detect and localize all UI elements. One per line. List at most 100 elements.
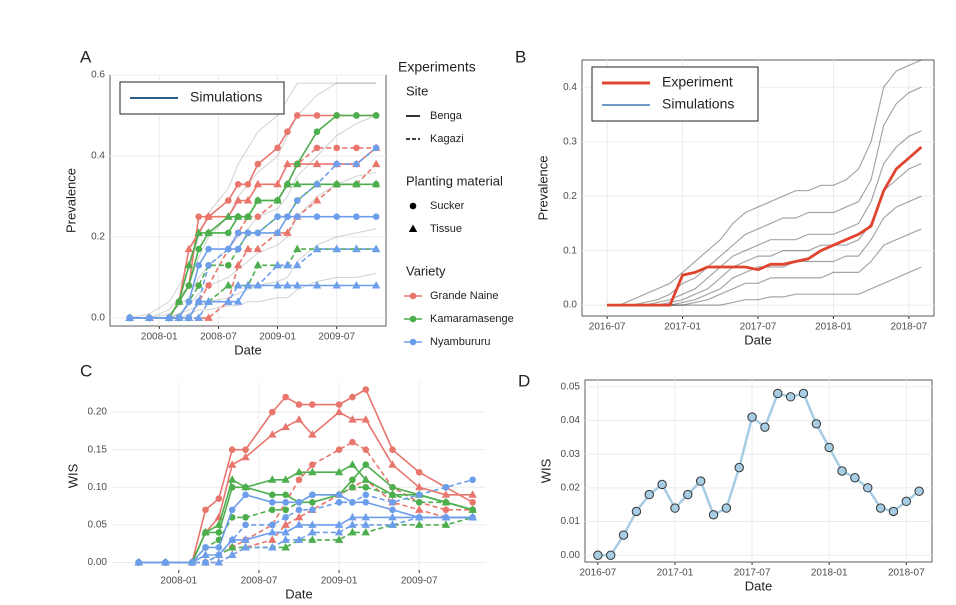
data-point <box>371 159 381 168</box>
data-point <box>215 544 223 551</box>
data-point <box>268 506 276 514</box>
data-point <box>243 244 253 253</box>
data-point <box>389 506 396 514</box>
data-point <box>335 401 343 408</box>
data-point <box>914 486 924 496</box>
data-point <box>773 388 783 399</box>
simulation-line <box>607 130 922 306</box>
data-point <box>294 467 304 476</box>
panel-letter: C <box>80 361 92 380</box>
data-point <box>242 446 249 453</box>
data-point <box>253 260 263 269</box>
legend-label: Nyambururu <box>430 336 491 348</box>
data-point <box>268 527 277 536</box>
data-point <box>195 261 203 269</box>
data-point <box>349 483 356 491</box>
data-point <box>312 244 322 253</box>
panel-letter: B <box>515 47 526 66</box>
data-point <box>241 482 250 491</box>
data-point <box>798 388 809 399</box>
data-point <box>721 503 732 513</box>
data-point <box>348 415 357 423</box>
data-point <box>282 514 289 521</box>
x-tick-label: 2009-01 <box>259 332 296 343</box>
data-point <box>244 229 252 237</box>
x-tick-label: 2017-07 <box>734 568 771 579</box>
series-line <box>138 493 473 564</box>
data-point <box>353 213 360 220</box>
data-point <box>201 557 210 566</box>
data-point <box>283 281 292 289</box>
data-point <box>372 112 380 119</box>
data-point <box>415 482 424 491</box>
y-tick-label: 0.05 <box>88 520 108 531</box>
data-point <box>293 179 302 188</box>
data-point <box>268 542 277 551</box>
data-point <box>349 438 356 446</box>
data-point <box>253 244 263 253</box>
data-point <box>283 179 292 188</box>
data-point <box>348 527 357 536</box>
y-tick-label: 0.00 <box>88 557 108 568</box>
legend-swatch <box>409 338 417 346</box>
legend-label: Kamaramasenge <box>430 313 514 325</box>
data-point <box>243 196 253 204</box>
data-point <box>293 281 302 289</box>
data-point <box>241 452 250 461</box>
data-point <box>332 244 341 253</box>
data-point <box>284 128 291 135</box>
data-point <box>254 160 262 168</box>
data-point <box>468 490 477 498</box>
x-tick-label: 2008-01 <box>160 576 197 587</box>
simulation-line <box>129 82 377 319</box>
x-tick-label: 2008-07 <box>200 332 237 343</box>
data-point <box>442 483 450 491</box>
data-point <box>215 551 223 559</box>
data-point <box>187 557 197 566</box>
data-point <box>224 261 232 269</box>
data-point <box>224 229 232 237</box>
data-point <box>312 281 322 289</box>
data-point <box>273 179 282 188</box>
data-point <box>348 520 357 528</box>
data-point <box>205 261 212 269</box>
data-point <box>362 386 370 393</box>
data-point <box>352 281 361 289</box>
x-tick-label: 2008-01 <box>141 332 178 343</box>
data-point <box>469 499 476 506</box>
data-point <box>125 313 134 321</box>
data-point <box>134 557 143 566</box>
data-point <box>274 144 281 152</box>
data-point <box>184 244 194 253</box>
y-tick-label: 0.01 <box>561 516 581 527</box>
x-axis-title: Date <box>745 578 772 593</box>
x-axis-title: Date <box>285 586 312 600</box>
data-point <box>281 535 290 543</box>
legend-label: Tissue <box>430 223 462 235</box>
data-point <box>811 419 822 429</box>
data-point <box>273 281 282 289</box>
x-tick-label: 2018-01 <box>815 322 852 333</box>
data-point <box>468 512 477 521</box>
data-point <box>362 461 370 469</box>
data-point <box>205 282 212 289</box>
data-point <box>388 512 397 521</box>
data-point <box>281 475 290 483</box>
data-point <box>174 313 184 321</box>
data-point <box>606 550 616 560</box>
x-tick-label: 2017-07 <box>740 322 777 333</box>
data-point <box>228 542 237 551</box>
data-point <box>184 260 194 269</box>
data-point <box>241 535 250 543</box>
data-point <box>312 196 322 204</box>
data-point <box>333 181 341 188</box>
data-point <box>294 415 304 423</box>
data-point <box>295 401 303 408</box>
legend-label: Benga <box>430 110 463 122</box>
data-point <box>389 483 396 491</box>
data-point <box>242 521 249 529</box>
data-point <box>695 476 706 486</box>
data-point <box>348 460 357 468</box>
data-point <box>254 229 262 237</box>
data-point <box>204 297 213 305</box>
